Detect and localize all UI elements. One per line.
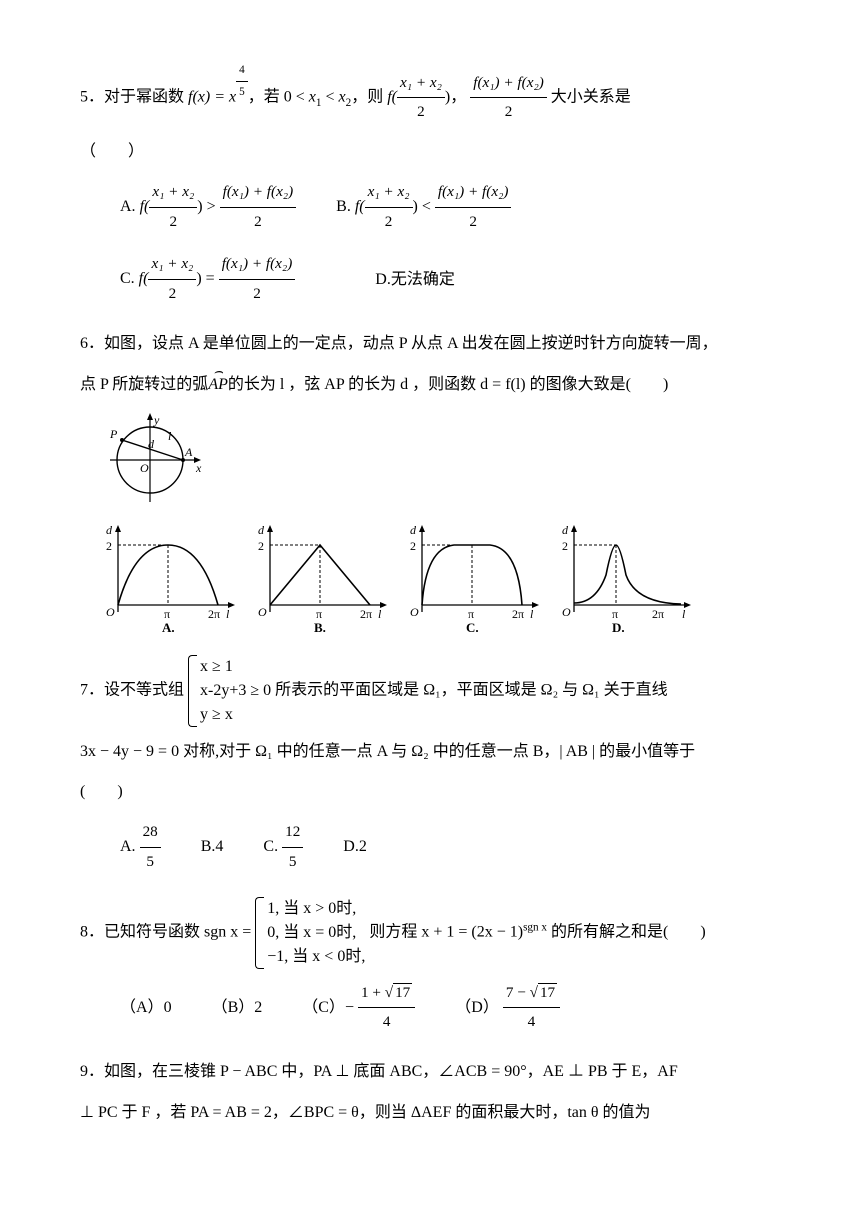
svg-text:l: l xyxy=(168,429,172,443)
q6-line2: 点 P 所旋转过的弧AP的长为 l ，弦 AP 的长为 d ，则函数 d = f… xyxy=(80,370,780,400)
question-9: 9．如图，在三棱锥 P − ABC 中，PA ⊥ 底面 ABC，∠ACB = 9… xyxy=(80,1057,780,1128)
svg-text:O: O xyxy=(258,605,267,619)
svg-text:2π: 2π xyxy=(512,607,524,621)
svg-text:l: l xyxy=(226,607,230,621)
svg-text:d: d xyxy=(148,437,155,451)
svg-text:P: P xyxy=(109,427,118,441)
svg-text:π: π xyxy=(164,607,170,621)
svg-text:y: y xyxy=(153,413,160,427)
q7-opt-c: C. 125 xyxy=(263,818,303,877)
q5-exponent: 45 xyxy=(236,60,248,104)
q8-opt-c: （C）− 1 + 174 xyxy=(302,979,415,1038)
q8-options: （A）0 （B）2 （C）− 1 + 174 （D） 7 − 174 xyxy=(80,979,780,1038)
q7-opt-d: D.2 xyxy=(343,832,367,862)
question-6: 6．如图，设点 A 是单位圆上的一定点，动点 P 从点 A 出发在圆上按逆时针方… xyxy=(80,329,780,635)
q7-options: A. 285 B.4 C. 125 D.2 xyxy=(80,818,780,877)
q7-line3: 3x − 4y − 9 = 0 对称,对于 Ω₁ 中的任意一点 A 与 Ω₂ 中… xyxy=(80,737,780,767)
q7-opt-b: B.4 xyxy=(201,832,224,862)
q6-circle-diagram: y x P A O d l xyxy=(100,410,780,510)
svg-text:π: π xyxy=(316,607,322,621)
svg-text:A.: A. xyxy=(162,620,175,635)
svg-text:O: O xyxy=(140,461,149,475)
svg-text:l: l xyxy=(530,607,534,621)
q7-paren: ( ) xyxy=(80,777,780,807)
q8-opt-b: （B）2 xyxy=(212,993,263,1023)
svg-text:l: l xyxy=(682,607,686,621)
svg-text:A: A xyxy=(184,445,193,459)
q6-graph-d: 2 O π 2π d l D. xyxy=(556,520,696,635)
svg-text:d: d xyxy=(258,523,265,537)
q5-text-e: 大小关系是 xyxy=(547,89,631,106)
svg-text:l: l xyxy=(378,607,382,621)
q7-opt-a: A. 285 xyxy=(120,818,161,877)
svg-text:C.: C. xyxy=(466,620,479,635)
q6-graph-c: 2 O π 2π d l C. xyxy=(404,520,544,635)
svg-text:O: O xyxy=(562,605,571,619)
svg-text:2: 2 xyxy=(562,539,568,553)
q5-frac-1: x₁ + x₂2 xyxy=(397,69,445,128)
q9-line2: ⊥ PC 于 F ，若 PA = AB = 2，∠BPC = θ，则当 ΔAEF… xyxy=(80,1098,780,1128)
q6-line1: 6．如图，设点 A 是单位圆上的一定点，动点 P 从点 A 出发在圆上按逆时针方… xyxy=(80,329,780,359)
q6-graph-a: 2 O π 2π d l A. xyxy=(100,520,240,635)
q5-opt-b: B. f(x₁ + x₂2) < f(x₁) + f(x₂)2 xyxy=(336,178,511,237)
svg-text:B.: B. xyxy=(314,620,326,635)
question-7: 7．设不等式组 x ≥ 1x-2y+3 ≥ 0y ≥ x 所表示的平面区域是 Ω… xyxy=(80,655,780,877)
svg-text:2π: 2π xyxy=(208,607,220,621)
svg-text:O: O xyxy=(106,605,115,619)
q7-number: 7． xyxy=(80,682,104,699)
svg-text:x: x xyxy=(195,461,202,475)
q5-text-a: 对于幂函数 xyxy=(104,89,188,106)
q8-brace: 1, 当 x > 0时,0, 当 x = 0时,−1, 当 x < 0时, xyxy=(255,897,365,969)
q5-opt-a: A. f(x₁ + x₂2) > f(x₁) + f(x₂)2 xyxy=(120,178,296,237)
svg-text:d: d xyxy=(562,523,569,537)
q5-text-b: ，若 0 < xyxy=(248,89,309,106)
q7-stem: 7．设不等式组 x ≥ 1x-2y+3 ≥ 0y ≥ x 所表示的平面区域是 Ω… xyxy=(80,655,780,727)
svg-text:2π: 2π xyxy=(360,607,372,621)
q6-graphs: 2 O π 2π d l A. 2 O π 2π xyxy=(100,520,780,635)
q6-graph-b: 2 O π 2π d l B. xyxy=(252,520,392,635)
question-8: 8．已知符号函数 sgn x = 1, 当 x > 0时,0, 当 x = 0时… xyxy=(80,897,780,1038)
q5-options: A. f(x₁ + x₂2) > f(x₁) + f(x₂)2 B. f(x₁ … xyxy=(80,178,780,310)
q5-opt-c: C. f(x₁ + x₂2) = f(x₁) + f(x₂)2 xyxy=(120,250,295,309)
svg-text:d: d xyxy=(106,523,113,537)
q5-paren: （ ） xyxy=(80,137,780,167)
q5-opt-d: D.无法确定 xyxy=(375,265,455,295)
svg-text:d: d xyxy=(410,523,417,537)
arc-ap: AP xyxy=(208,370,228,400)
svg-text:2: 2 xyxy=(258,539,264,553)
q8-number: 8． xyxy=(80,923,104,940)
svg-text:D.: D. xyxy=(612,620,625,635)
q7-brace: x ≥ 1x-2y+3 ≥ 0y ≥ x xyxy=(188,655,271,727)
svg-text:2: 2 xyxy=(106,539,112,553)
circle-svg: y x P A O d l xyxy=(100,410,210,510)
svg-text:π: π xyxy=(612,607,618,621)
q5-stem: 5．对于幂函数 f(x) = x45，若 0 < x1 < x2，则 f(x₁ … xyxy=(80,60,780,127)
q6-number: 6． xyxy=(80,335,104,352)
q5-frac-2: f(x₁) + f(x₂)2 xyxy=(470,69,547,128)
svg-text:2: 2 xyxy=(410,539,416,553)
q8-opt-d: （D） 7 − 174 xyxy=(455,979,560,1038)
svg-text:O: O xyxy=(410,605,419,619)
q9-number: 9． xyxy=(80,1063,104,1080)
q9-line1: 9．如图，在三棱锥 P − ABC 中，PA ⊥ 底面 ABC，∠ACB = 9… xyxy=(80,1057,780,1087)
q5-number: 5． xyxy=(80,89,104,106)
svg-text:π: π xyxy=(468,607,474,621)
q8-opt-a: （A）0 xyxy=(120,993,172,1023)
svg-text:2π: 2π xyxy=(652,607,664,621)
question-5: 5．对于幂函数 f(x) = x45，若 0 < x1 < x2，则 f(x₁ … xyxy=(80,60,780,309)
q5-func: f(x) = x xyxy=(188,89,236,106)
q8-stem: 8．已知符号函数 sgn x = 1, 当 x > 0时,0, 当 x = 0时… xyxy=(80,897,780,969)
